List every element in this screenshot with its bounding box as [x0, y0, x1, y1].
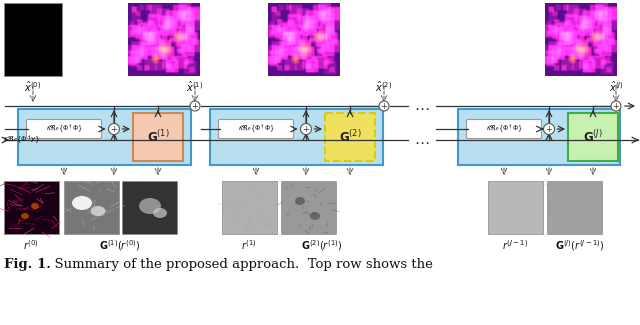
Text: $\hat{x}^{(2)}$: $\hat{x}^{(2)}$	[376, 80, 392, 94]
FancyBboxPatch shape	[218, 120, 294, 138]
Circle shape	[611, 101, 621, 111]
Bar	[4, 3, 62, 76]
Bar	[458, 109, 620, 165]
Text: $+$: $+$	[612, 101, 620, 111]
Bar	[64, 181, 119, 234]
Text: $\hat{x}^{(J)}$: $\hat{x}^{(J)}$	[609, 80, 623, 94]
Text: $\kappa\mathfrak{Re}\{\Phi^\dagger\Phi\}$: $\kappa\mathfrak{Re}\{\Phi^\dagger\Phi\}…	[237, 123, 275, 136]
Ellipse shape	[90, 206, 106, 216]
Text: $\mathbf{G}^{(1)}$: $\mathbf{G}^{(1)}$	[147, 129, 170, 145]
Text: $\kappa\mathfrak{Re}\{\Phi^\dagger\Phi\}$: $\kappa\mathfrak{Re}\{\Phi^\dagger\Phi\}…	[45, 123, 83, 136]
Text: Summary of the proposed approach.  Top row shows the: Summary of the proposed approach. Top ro…	[46, 258, 433, 271]
Ellipse shape	[139, 198, 161, 214]
Text: $\kappa\mathfrak{Re}\{\Phi^\dagger y\}$: $\kappa\mathfrak{Re}\{\Phi^\dagger y\}$	[3, 134, 40, 146]
Ellipse shape	[153, 208, 167, 218]
Text: $+$: $+$	[191, 101, 199, 111]
Bar	[210, 109, 383, 165]
Text: $+$: $+$	[545, 124, 553, 134]
Bar	[18, 109, 191, 165]
Ellipse shape	[31, 203, 39, 209]
Text: $\mathbf{G}^{(J)}(r^{(J-1)})$: $\mathbf{G}^{(J)}(r^{(J-1)})$	[556, 238, 605, 253]
Text: $+$: $+$	[380, 101, 388, 111]
Bar	[325, 113, 375, 161]
Bar	[488, 181, 543, 234]
Circle shape	[543, 124, 554, 135]
Bar	[281, 181, 336, 234]
Circle shape	[301, 124, 312, 135]
Bar	[547, 181, 602, 234]
Text: $+$: $+$	[302, 124, 310, 134]
Bar	[133, 113, 183, 161]
Bar	[568, 113, 618, 161]
Text: $\mathbf{G}^{(2)}(r^{(1)})$: $\mathbf{G}^{(2)}(r^{(1)})$	[301, 238, 342, 253]
Text: $\cdots$: $\cdots$	[414, 99, 429, 114]
Text: Fig. 1.: Fig. 1.	[4, 258, 51, 271]
Text: $r^{(0)}$: $r^{(0)}$	[23, 238, 39, 252]
Text: $\mathbf{G}^{(2)}$: $\mathbf{G}^{(2)}$	[339, 129, 362, 145]
Ellipse shape	[21, 213, 29, 219]
FancyBboxPatch shape	[467, 120, 541, 138]
Text: $\hat{x}^{(1)}$: $\hat{x}^{(1)}$	[186, 80, 204, 94]
Ellipse shape	[295, 197, 305, 205]
Text: $\mathbf{G}^{(1)}(r^{(0)})$: $\mathbf{G}^{(1)}(r^{(0)})$	[99, 238, 141, 253]
Text: $r^{(1)}$: $r^{(1)}$	[241, 238, 257, 252]
Text: $\cdots$: $\cdots$	[414, 134, 429, 149]
Ellipse shape	[72, 196, 92, 210]
Bar	[4, 181, 59, 234]
Bar	[222, 181, 277, 234]
Bar	[122, 181, 177, 234]
Circle shape	[190, 101, 200, 111]
FancyBboxPatch shape	[26, 120, 102, 138]
Ellipse shape	[310, 212, 320, 220]
Text: $\mathbf{G}^{(J)}$: $\mathbf{G}^{(J)}$	[583, 129, 603, 145]
Text: $+$: $+$	[110, 124, 118, 134]
Text: $\hat{x}^{(0)}$: $\hat{x}^{(0)}$	[24, 80, 42, 94]
Circle shape	[379, 101, 389, 111]
Circle shape	[109, 124, 120, 135]
Text: $\kappa\mathfrak{Re}\{\Phi^\dagger\Phi\}$: $\kappa\mathfrak{Re}\{\Phi^\dagger\Phi\}…	[486, 123, 522, 136]
Text: $r^{(J-1)}$: $r^{(J-1)}$	[502, 238, 528, 252]
